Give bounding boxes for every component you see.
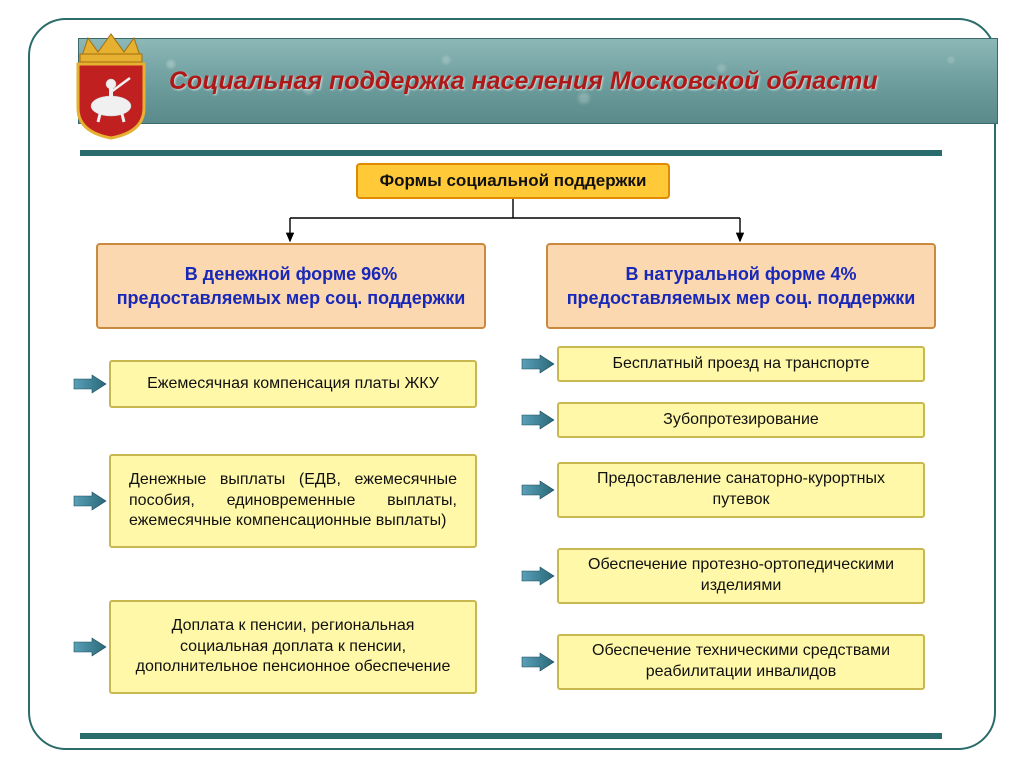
left-item-1: Денежные выплаты (ЕДВ, ежемесячные пособ… (109, 454, 477, 548)
branch-left-text: В денежной форме 96% предоставляемых мер… (112, 262, 470, 311)
branch-right-text: В натуральной форме 4% предоставляемых м… (562, 262, 920, 311)
root-label: Формы социальной поддержки (380, 171, 647, 191)
divider-bottom (80, 733, 942, 739)
right-item-3-text: Обеспечение протезно-ортопедическими изд… (577, 555, 905, 597)
right-item-0: Бесплатный проезд на транспорте (557, 346, 925, 382)
left-item-2: Доплата к пенсии, региональная социальна… (109, 600, 477, 694)
moscow-oblast-emblem (64, 28, 158, 140)
title-banner: Социальная поддержка населения Московско… (78, 38, 998, 124)
right-item-2-text: Предоставление санаторно-курортных путев… (577, 469, 905, 511)
right-item-4: Обеспечение техническими средствами реаб… (557, 634, 925, 690)
divider-top (80, 150, 942, 156)
branch-left: В денежной форме 96% предоставляемых мер… (96, 243, 486, 329)
branch-right: В натуральной форме 4% предоставляемых м… (546, 243, 936, 329)
right-item-3: Обеспечение протезно-ортопедическими изд… (557, 548, 925, 604)
slide-title: Социальная поддержка населения Московско… (169, 67, 878, 96)
left-item-0: Ежемесячная компенсация платы ЖКУ (109, 360, 477, 408)
right-item-2: Предоставление санаторно-курортных путев… (557, 462, 925, 518)
left-item-2-text: Доплата к пенсии, региональная социальна… (129, 616, 457, 678)
right-item-1-text: Зубопротезирование (663, 410, 819, 431)
left-item-0-text: Ежемесячная компенсация платы ЖКУ (147, 374, 439, 395)
right-item-1: Зубопротезирование (557, 402, 925, 438)
right-item-4-text: Обеспечение техническими средствами реаб… (577, 641, 905, 683)
right-item-0-text: Бесплатный проезд на транспорте (612, 354, 869, 375)
root-node: Формы социальной поддержки (356, 163, 670, 199)
left-item-1-text: Денежные выплаты (ЕДВ, ежемесячные пособ… (129, 470, 457, 532)
